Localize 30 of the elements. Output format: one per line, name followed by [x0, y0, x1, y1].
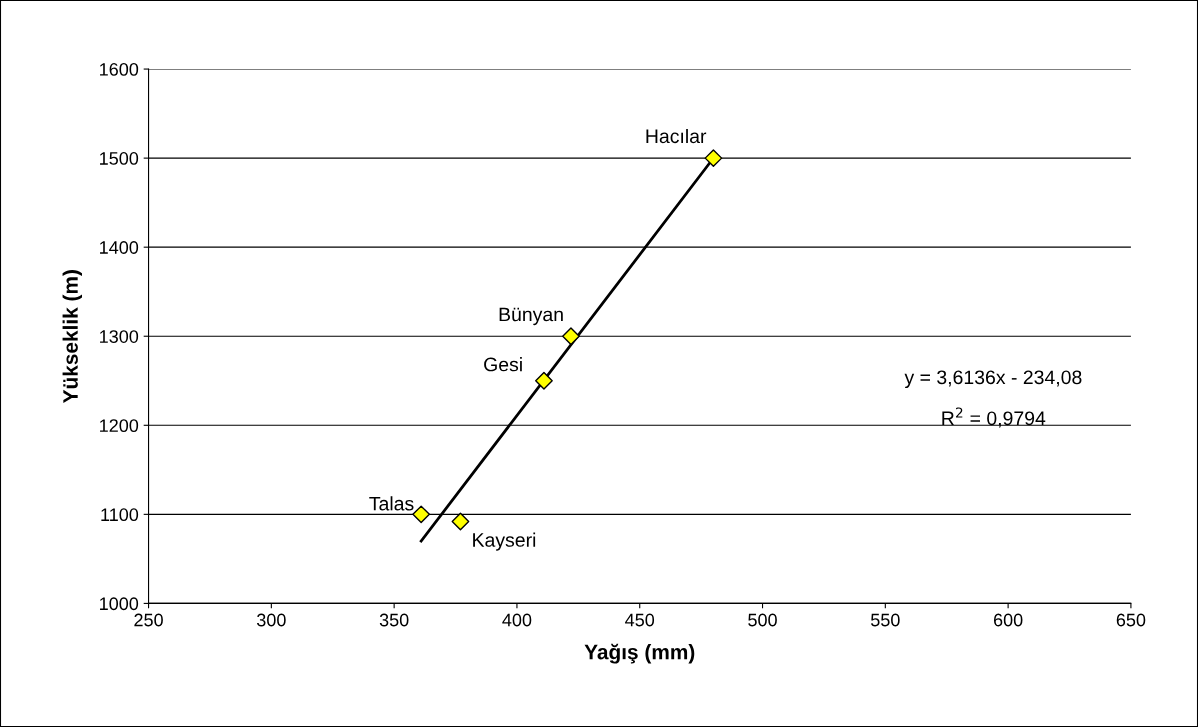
- x-tick-label: 500: [748, 613, 777, 627]
- x-tick-label: 350: [379, 613, 409, 627]
- annotation: y = 3,6136x - 234,08: [904, 370, 1082, 389]
- y-tick-label: 1100: [101, 508, 139, 522]
- point: [704, 149, 723, 168]
- y-tick-label: 1600: [100, 63, 139, 76]
- point: [451, 512, 470, 531]
- point: [535, 371, 553, 390]
- x-tick-label: 250: [134, 613, 163, 627]
- y-tick-label: 1500: [100, 152, 139, 165]
- x-axis-title: Yağış (mm): [584, 643, 695, 664]
- x-tick-label: 300: [256, 613, 286, 627]
- y-tick-label: 1400: [100, 241, 139, 254]
- y-tick-label: 1000: [100, 597, 139, 611]
- annotation: Hacılar: [646, 128, 707, 144]
- annotation: Kayseri: [473, 532, 536, 551]
- y-tick-label: 1200: [100, 419, 139, 433]
- x-tick-label: 400: [502, 613, 532, 627]
- annotation: Bünyan: [499, 307, 563, 326]
- y-tick-label: 1300: [100, 330, 139, 343]
- x-tick-label: 650: [1116, 613, 1146, 627]
- annotation: R$^{2}$ = 0,9794: [942, 407, 1046, 428]
- annotation: Talas: [369, 496, 414, 511]
- x-tick-label: 600: [993, 613, 1023, 627]
- point: [562, 327, 580, 346]
- annotation: Gesi: [484, 357, 522, 372]
- x-tick-label: 450: [625, 613, 655, 627]
- point: [412, 505, 431, 524]
- x-tick-label: 550: [870, 613, 900, 627]
- y-axis-title: Yükseklik (m): [62, 270, 82, 404]
